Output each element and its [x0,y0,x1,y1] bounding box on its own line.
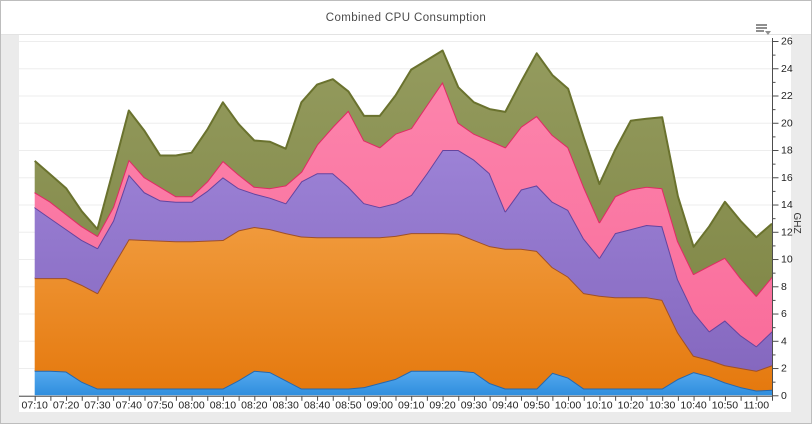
x-tick-label: 10:10 [586,400,612,412]
x-tick-label: 08:20 [241,400,267,412]
y-tick-label: 26 [781,36,793,48]
y-tick-label: 8 [781,281,787,293]
context-menu-icon[interactable] [756,24,771,36]
x-tick-label: 10:00 [555,400,581,412]
y-tick-label: 0 [781,390,787,402]
y-tick-label: 18 [781,145,793,157]
x-tick-label: 07:40 [116,400,142,412]
x-tick-label: 09:50 [524,400,550,412]
y-tick-label: 22 [781,90,793,102]
y-tick-label: 14 [781,199,793,211]
x-tick-label: 07:30 [84,400,110,412]
x-axis: 07:10 07:20 07:30 07:40 07:50 08:00 08:10 08:20… [19,395,773,412]
x-tick-label: 08:50 [335,400,361,412]
y-tick-label: 16 [781,172,793,184]
x-tick-label: 08:10 [210,400,236,412]
x-tick-label: 09:40 [492,400,518,412]
series-pink-area[interactable] [34,81,772,347]
series-purple-area[interactable] [34,150,772,371]
series-olive-area[interactable] [34,50,772,296]
x-tick-label: 08:30 [273,400,299,412]
chevron-down-icon [765,31,771,35]
y-tick-label: 12 [781,226,793,238]
menu-bar-icon [756,30,764,32]
x-tick-label: 07:50 [147,400,173,412]
x-tick-label: 08:00 [178,400,204,412]
series-orange-area[interactable] [34,227,772,391]
series-olive-outline [34,49,773,248]
y-tick-label: 24 [781,63,793,75]
x-tick-label: 10:30 [649,400,675,412]
menu-bar-icon [756,27,767,29]
y-tick-label: 10 [781,254,793,266]
y-tick-label: 20 [781,117,793,129]
chart-title: Combined CPU Consumption [325,11,487,24]
x-tick-label: 10:40 [680,400,706,412]
x-tick-label: 09:00 [367,400,393,412]
x-tick-label: 10:20 [618,400,644,412]
x-tick-label: 07:10 [22,400,48,412]
y-tick-label: 4 [781,335,787,347]
y-axis-title: GHZ [791,212,802,233]
x-tick-label: 09:10 [398,400,424,412]
y-tick-label: 2 [781,363,787,375]
x-tick-label: 08:40 [304,400,330,412]
title-bar: Combined CPU Consumption [1,1,811,35]
y-tick-label: 6 [781,308,787,320]
area-series-group [34,49,773,396]
x-tick-label: 07:20 [53,400,79,412]
x-tick-label: 09:30 [461,400,487,412]
x-tick-label: 10:50 [712,400,738,412]
x-tick-label: 11:00 [744,400,770,412]
x-tick-label: 09:20 [429,400,455,412]
menu-bar-icon [756,24,767,26]
